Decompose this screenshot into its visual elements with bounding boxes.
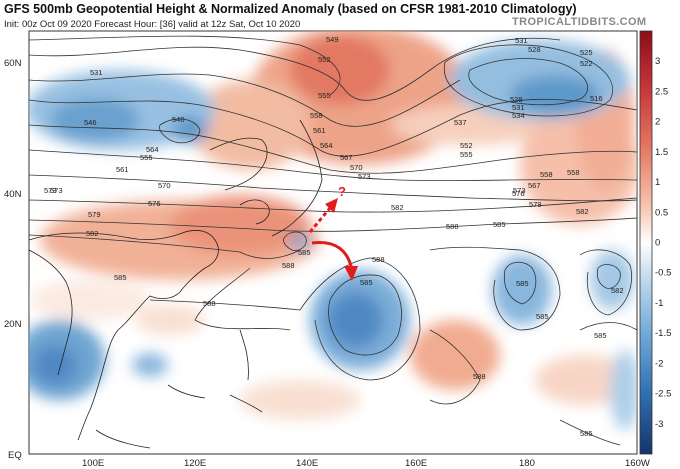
contour-labels: 549 552 555 558 561 564 567 570 573 582 … [44,35,624,438]
colorbar-tick-label: 2.5 [655,86,668,97]
latitude-labels: 60N 40N 20N EQ [4,58,22,461]
contour-label: 582 [391,203,404,212]
contour-label: 522 [580,59,593,68]
contour-label: 573 [50,186,63,195]
contour-label: 552 [460,141,473,150]
contour-label: 576 [148,199,161,208]
colorbar-tick-label: -2 [655,358,663,369]
dashed-track-arrow [308,207,332,233]
contour-label: 588 [446,222,459,231]
contour-label: 555 [460,150,473,159]
colorbar: 3 2.5 2 1.5 1 0.5 0 -0.5 -1 -1.5 -2 -2.5 -3 [639,30,671,455]
contour-label: 540 [172,115,185,124]
lat-label-60n: 60N [4,58,22,69]
contour-label: 561 [313,126,326,135]
contour-label: 585 [114,273,127,282]
lat-label-eq: EQ [8,450,22,461]
contour-label: 531 [512,103,525,112]
colorbar-tick-label: -0.5 [655,268,671,279]
colorbar-tick-label: -3 [655,419,663,430]
contour-label: 528 [510,95,523,104]
contour-label: 588 [203,299,216,308]
map-title: GFS 500mb Geopotential Height & Normaliz… [4,2,577,16]
contour-label: 570 [158,181,171,190]
brand-watermark: TROPICALTIDBITS.COM [512,16,647,28]
contour-label: 585 [298,248,311,257]
coastlines [29,119,323,449]
colorbar-tick-label: -2.5 [655,389,671,400]
contour-label: 567 [340,153,353,162]
map-subtitle: Init: 00z Oct 09 2020 Forecast Hour: [36… [4,19,301,30]
contour-label: 528 [528,45,541,54]
contour-label: 549 [326,35,339,44]
contour-label: 573 [358,172,371,181]
colorbar-tick-label: 2 [655,117,660,128]
contour-label: 588 [282,261,295,270]
colorbar-tick-label: 0.5 [655,207,668,218]
colorbar-tick-label: -1 [655,298,663,309]
contour-label: 585 [493,220,506,229]
contour-label: 582 [611,286,624,295]
arrowhead-icon [344,266,358,281]
contour-label: 564 [320,141,333,150]
lon-label-180: 180 [519,458,535,469]
forecast-annotation: ? [308,184,358,281]
contour-label: 558 [310,111,323,120]
contour-label: 555 [140,153,153,162]
contour-label: 555 [318,91,331,100]
contour-label: 588 [473,372,486,381]
contour-label: 567 [528,181,541,190]
contour-label: 585 [536,312,549,321]
contour-label: 516 [590,94,603,103]
contour-label: 579 [529,200,542,209]
contour-label: 582 [86,229,99,238]
colorbar-tick-label: 1 [655,177,660,188]
solid-track-arrow [311,240,354,271]
lon-label-140e: 140E [296,458,318,469]
colorbar-tick-label: 3 [655,56,660,67]
contour-label: 588 [372,255,385,264]
contour-label: 564 [146,145,159,154]
colorbar-tick-label: 1.5 [655,147,668,158]
contour-label: 525 [580,48,593,57]
contour-label: 585 [594,331,607,340]
contour-label: 582 [576,207,589,216]
lat-label-20n: 20N [4,319,22,330]
contour-label: 558 [567,168,580,177]
contour-label: 573 [513,186,526,195]
lon-label-100e: 100E [82,458,104,469]
contour-label: 537 [454,118,467,127]
contour-label: 585 [580,429,593,438]
contour-label: 561 [116,165,129,174]
height-contours [29,35,637,446]
contour-label: 531 [90,68,103,77]
contour-label: 585 [360,278,373,287]
contour-label: 576 [512,189,525,198]
contour-label: 558 [540,170,553,179]
contour-label: 534 [512,111,525,120]
lon-label-160e: 160E [405,458,427,469]
longitude-labels: 100E 120E 140E 160E 180 160W [82,458,650,469]
arrowhead-icon [325,198,338,213]
lat-label-40n: 40N [4,189,22,200]
contour-label: 531 [515,36,528,45]
colorbar-scale [639,30,653,455]
contour-label: 573 [44,186,57,195]
question-mark-label: ? [338,184,346,199]
contour-label: 552 [318,55,331,64]
lon-label-160w: 160W [625,458,650,469]
contour-label: 585 [516,279,529,288]
contour-label: 546 [84,118,97,127]
colorbar-tick-label: -1.5 [655,328,671,339]
contour-label: 579 [88,210,101,219]
anomaly-shading [29,31,637,430]
colorbar-tick-label: 0 [655,238,660,249]
lon-label-120e: 120E [184,458,206,469]
contour-label: 570 [350,163,363,172]
